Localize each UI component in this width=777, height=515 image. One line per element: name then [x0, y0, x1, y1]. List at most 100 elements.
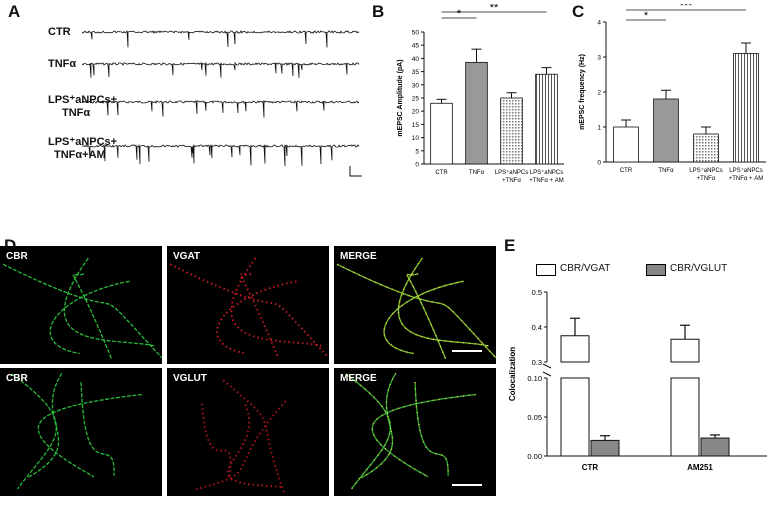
- amplitude-chart: 0 5 10 15 20 25 30 35 40 45 50 mEPSC Amplitude (pA)…: [397, 4, 564, 184]
- trace-line: [82, 99, 360, 118]
- x-tick-label: LPS⁺aNPCs: [689, 167, 723, 174]
- micrograph-label: MERGE: [340, 251, 377, 262]
- bar: [700, 437, 730, 457]
- y-tick-label: 25: [412, 96, 420, 103]
- bar: [535, 73, 558, 165]
- x-tick-label: CTR: [620, 168, 633, 174]
- legend-label-vgat: CBR/VGAT: [560, 263, 611, 274]
- x-tick-label: CTR: [435, 170, 448, 176]
- fiber: [371, 393, 476, 478]
- x-tick-label: AM251: [687, 463, 713, 472]
- micrograph-merge-2: MERGE: [334, 368, 496, 496]
- y-axis-label: mEPSC frequency (Hz): [579, 54, 586, 130]
- frequency-chart: 0 1 2 3 4 mEPSC frequency (Hz) CTR TNFα LPS⁺aNPC…: [579, 4, 766, 182]
- trace-line: [82, 30, 360, 48]
- fiber: [397, 257, 489, 347]
- puncta-track: [216, 280, 297, 355]
- colocalization-chart: 0.3 0.4 0.5 0.00 0.05 0.10 Colocalization CTR AM…: [508, 288, 767, 472]
- y-tick-label: 3: [597, 55, 601, 62]
- x-tick-label: +TNFα: [502, 178, 521, 184]
- fiber: [406, 273, 447, 360]
- trace-label-lps-tnf: LPS⁺aNPCs+ TNFα: [48, 94, 118, 119]
- puncta-track: [201, 403, 232, 480]
- bar: [733, 53, 759, 163]
- micrograph-cbr-1: CBR: [0, 246, 162, 364]
- x-tick-label: TNFα: [469, 170, 485, 176]
- y-axis-label: mEPSC Amplitude (pA): [397, 59, 404, 136]
- fiber: [49, 280, 130, 355]
- fiber: [63, 257, 155, 347]
- x-tick-label: +TNFα: [697, 176, 716, 182]
- fiber: [37, 393, 142, 478]
- scale-bar: [452, 350, 482, 352]
- significance-label: **: [490, 4, 499, 14]
- micrograph-cbr-2: CBR: [0, 368, 162, 496]
- puncta-track: [169, 263, 329, 359]
- x-tick-label: LPS⁺aNPCs: [495, 169, 529, 176]
- puncta-track: [230, 257, 322, 347]
- puncta-track: [239, 272, 280, 360]
- y-tick-label: 20: [412, 109, 420, 116]
- x-tick-label: +TNFα + AM: [729, 176, 763, 182]
- legend-label-vglut: CBR/VGLUT: [670, 263, 728, 274]
- y-tick-label: 0.5: [532, 288, 542, 297]
- y-tick-label: 15: [412, 122, 420, 129]
- trace-line: [82, 143, 360, 167]
- colocalized-puncta: [361, 372, 397, 479]
- significance-label: ***: [680, 4, 694, 12]
- colocalized-puncta: [336, 263, 496, 359]
- y-tick-label: 45: [412, 43, 420, 50]
- colocalized-puncta: [383, 280, 464, 355]
- bar-upper: [670, 338, 700, 363]
- fiber: [27, 372, 63, 479]
- y-tick-label: 0.4: [532, 323, 542, 332]
- micrograph-label: MERGE: [340, 373, 377, 384]
- y-tick-label: 1: [597, 125, 601, 132]
- bar: [500, 97, 523, 165]
- y-tick-label: 0: [597, 160, 601, 167]
- y-tick-label: 50: [412, 30, 420, 37]
- significance-label: *: [644, 10, 649, 22]
- neuron-fibers-merge: [336, 257, 496, 360]
- panel-letter-b: B: [372, 2, 385, 21]
- legend-swatch-vgat: [536, 264, 556, 276]
- trace-label-ctr: CTR: [48, 26, 71, 38]
- y-axis-label: Colocalization: [508, 347, 517, 401]
- bar-upper: [560, 335, 590, 363]
- micrograph-label: CBR: [6, 373, 28, 384]
- panel-letter-a: A: [8, 2, 21, 21]
- puncta: [169, 257, 329, 360]
- bar: [465, 61, 488, 165]
- puncta-track: [193, 400, 287, 491]
- bar: [430, 102, 453, 165]
- scale-bar: [452, 484, 482, 486]
- fiber: [345, 373, 391, 490]
- y-tick-label: 40: [412, 56, 420, 63]
- x-tick-label: LPS⁺aNPCs: [729, 167, 763, 174]
- bar: [613, 126, 639, 163]
- puncta: [193, 379, 287, 494]
- neuron-fibers: [2, 257, 162, 360]
- y-tick-label: 0.10: [527, 374, 542, 383]
- y-tick-label: 2: [597, 90, 601, 97]
- fiber: [2, 263, 162, 359]
- panel-letter-e: E: [504, 236, 516, 255]
- puncta-track: [222, 379, 286, 494]
- y-tick-label: 0.05: [527, 413, 542, 422]
- neuron-fibers: [11, 372, 142, 490]
- y-tick-label: 0: [415, 162, 419, 169]
- legend-swatch-vglut: [646, 264, 666, 276]
- bar: [653, 98, 679, 163]
- bar-lower: [670, 377, 700, 457]
- y-tick-label: 0.00: [527, 452, 542, 461]
- x-tick-label: TNFα: [658, 168, 674, 174]
- colocalized-puncta: [371, 393, 476, 478]
- fiber: [11, 373, 57, 490]
- bar: [590, 439, 620, 457]
- y-tick-label: 0.3: [532, 358, 542, 367]
- x-tick-label: CTR: [582, 463, 599, 472]
- x-tick-label: +TNFα + AM: [529, 178, 563, 184]
- fiber: [383, 280, 464, 355]
- y-tick-label: 10: [412, 135, 420, 142]
- neuron-fibers-merge: [345, 372, 476, 490]
